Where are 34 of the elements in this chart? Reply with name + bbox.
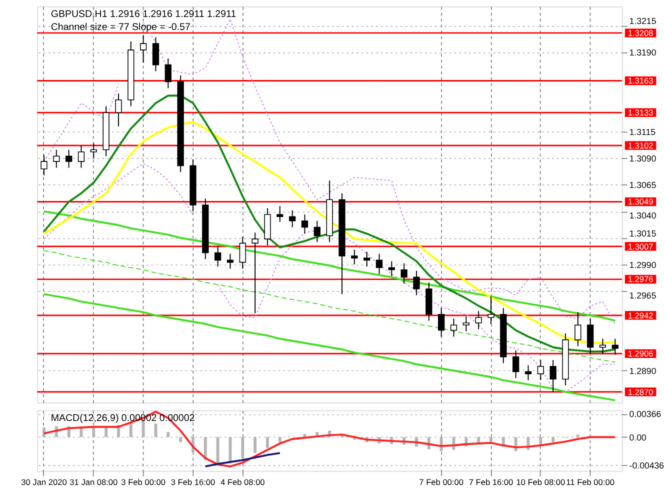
y-tick-label: 0.00366 xyxy=(629,409,662,420)
y-tick-label: 1.3215 xyxy=(629,16,656,26)
ref-line-label: 1.3049 xyxy=(628,196,654,207)
y-tick-label: 1.3040 xyxy=(629,210,656,221)
y-tick-label: 1.3090 xyxy=(629,154,656,164)
y-tick-label: 0.00 xyxy=(629,432,647,443)
ref-line-label: 1.2942 xyxy=(628,310,654,320)
y-tick-label: 1.3190 xyxy=(629,47,656,58)
y-tick-label: 1.3115 xyxy=(629,127,656,138)
y-tick-label: 1.3015 xyxy=(629,228,656,238)
x-tick-label: 3 Feb 16:00 xyxy=(170,477,216,488)
ref-line-label: 1.2870 xyxy=(628,386,654,397)
x-tick-label: 11 Feb 00:00 xyxy=(566,477,615,488)
x-tick-label: 3 Feb 00:00 xyxy=(121,477,166,488)
ref-line-label: 1.3133 xyxy=(628,108,654,118)
ref-line-label: 1.3208 xyxy=(628,28,654,38)
x-tick-label: 7 Feb 00:00 xyxy=(419,477,464,488)
y-tick-label: 1.2990 xyxy=(629,260,656,270)
x-tick-label: 4 Feb 08:00 xyxy=(220,477,266,488)
ref-line-label: 1.3163 xyxy=(628,76,654,86)
x-tick-label: 7 Feb 16:00 xyxy=(468,477,514,488)
ref-line-label: 1.3102 xyxy=(628,140,654,150)
x-tick-label: 31 Jan 08:00 xyxy=(70,477,118,488)
ref-line-label: 1.3007 xyxy=(628,241,654,252)
y-tick-label: 1.2890 xyxy=(629,366,656,376)
ref-line-label: 1.2976 xyxy=(628,274,654,284)
y-tick-label: 1.3065 xyxy=(629,180,656,190)
y-tick-label: 1.2965 xyxy=(629,290,656,300)
text: Channel size = 77 Slope = -0.57 xyxy=(50,22,190,33)
ref-line-label: 1.2906 xyxy=(628,348,654,359)
chart-title: GBPUSD,H1 1.2916 1.2916 1.2911 1.2911 xyxy=(50,9,236,20)
y-tick-label: -0.00436 xyxy=(629,460,664,470)
x-tick-label: 30 Jan 2020 xyxy=(21,477,68,488)
x-tick-label: 10 Feb 08:00 xyxy=(516,477,566,488)
